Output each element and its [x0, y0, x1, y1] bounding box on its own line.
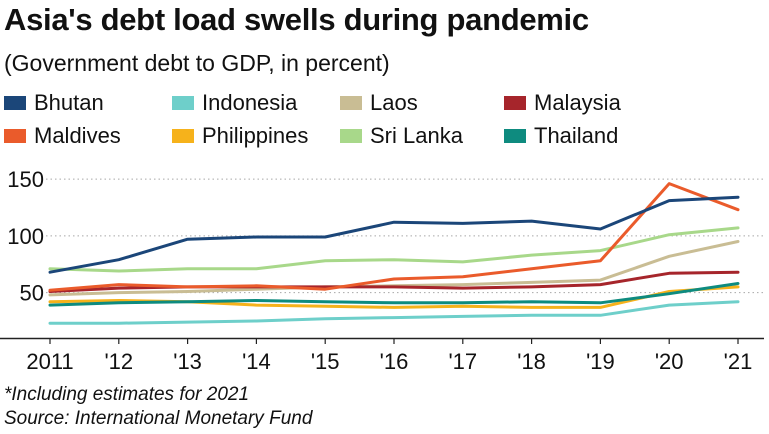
x-tick-label: 2011 — [26, 349, 73, 374]
y-tick-label: 150 — [7, 170, 44, 192]
legend-swatch — [4, 96, 26, 110]
legend-item-maldives: Maldives — [4, 121, 121, 151]
x-tick-label: '21 — [724, 349, 753, 374]
legend-label: Laos — [370, 90, 418, 115]
legend-label: Maldives — [34, 123, 121, 148]
legend-swatch — [172, 129, 194, 143]
series-line-thailand — [48, 282, 740, 307]
chart-title: Asia's debt load swells during pandemic — [4, 2, 589, 37]
footnote: *Including estimates for 2021 — [4, 384, 250, 405]
legend-item-indonesia: Indonesia — [172, 88, 297, 118]
legend-label: Thailand — [534, 123, 619, 148]
x-tick-label: '15 — [311, 349, 340, 374]
legend-label: Philippines — [202, 123, 309, 148]
x-tick-label: '14 — [242, 349, 271, 374]
x-tick-label: '18 — [517, 349, 546, 374]
legend-swatch — [340, 129, 362, 143]
line-chart: 50 100 150 2011 '12 '13 '14 '15 '16 '17 '18 '19 '20 '… — [0, 170, 764, 374]
series-line-bhutan — [48, 195, 740, 274]
legend-item-laos: Laos — [340, 88, 418, 118]
legend-label: Indonesia — [202, 90, 298, 115]
legend: Bhutan Indonesia Laos Malaysia Maldives Phili… — [4, 88, 764, 154]
series-line-malaysia — [48, 270, 740, 293]
series-line-indonesia — [48, 300, 740, 325]
y-tick-label: 100 — [7, 224, 44, 249]
x-tick-label: '19 — [586, 349, 615, 374]
legend-swatch — [4, 129, 26, 143]
legend-item-bhutan: Bhutan — [4, 88, 104, 118]
x-tick-label: '13 — [173, 349, 202, 374]
series-line-sri-lanka — [48, 226, 740, 273]
legend-swatch — [504, 129, 526, 143]
legend-label: Sri Lanka — [370, 123, 463, 148]
x-tick-label: '20 — [655, 349, 684, 374]
chart-subtitle: (Government debt to GDP, in percent) — [4, 50, 390, 76]
series-line-maldives — [48, 182, 740, 292]
legend-swatch — [172, 96, 194, 110]
legend-item-philippines: Philippines — [172, 121, 308, 151]
legend-label: Bhutan — [34, 90, 104, 115]
legend-swatch — [504, 96, 526, 110]
legend-swatch — [340, 96, 362, 110]
legend-item-malaysia: Malaysia — [504, 88, 621, 118]
source-note: Source: International Monetary Fund — [4, 408, 313, 429]
x-tick-label: '17 — [448, 349, 477, 374]
x-tick-label: '12 — [104, 349, 133, 374]
legend-label: Malaysia — [534, 90, 621, 115]
x-tick-label: '16 — [380, 349, 409, 374]
legend-item-sri-lanka: Sri Lanka — [340, 121, 463, 151]
legend-item-thailand: Thailand — [504, 121, 618, 151]
y-tick-label: 50 — [20, 281, 44, 306]
